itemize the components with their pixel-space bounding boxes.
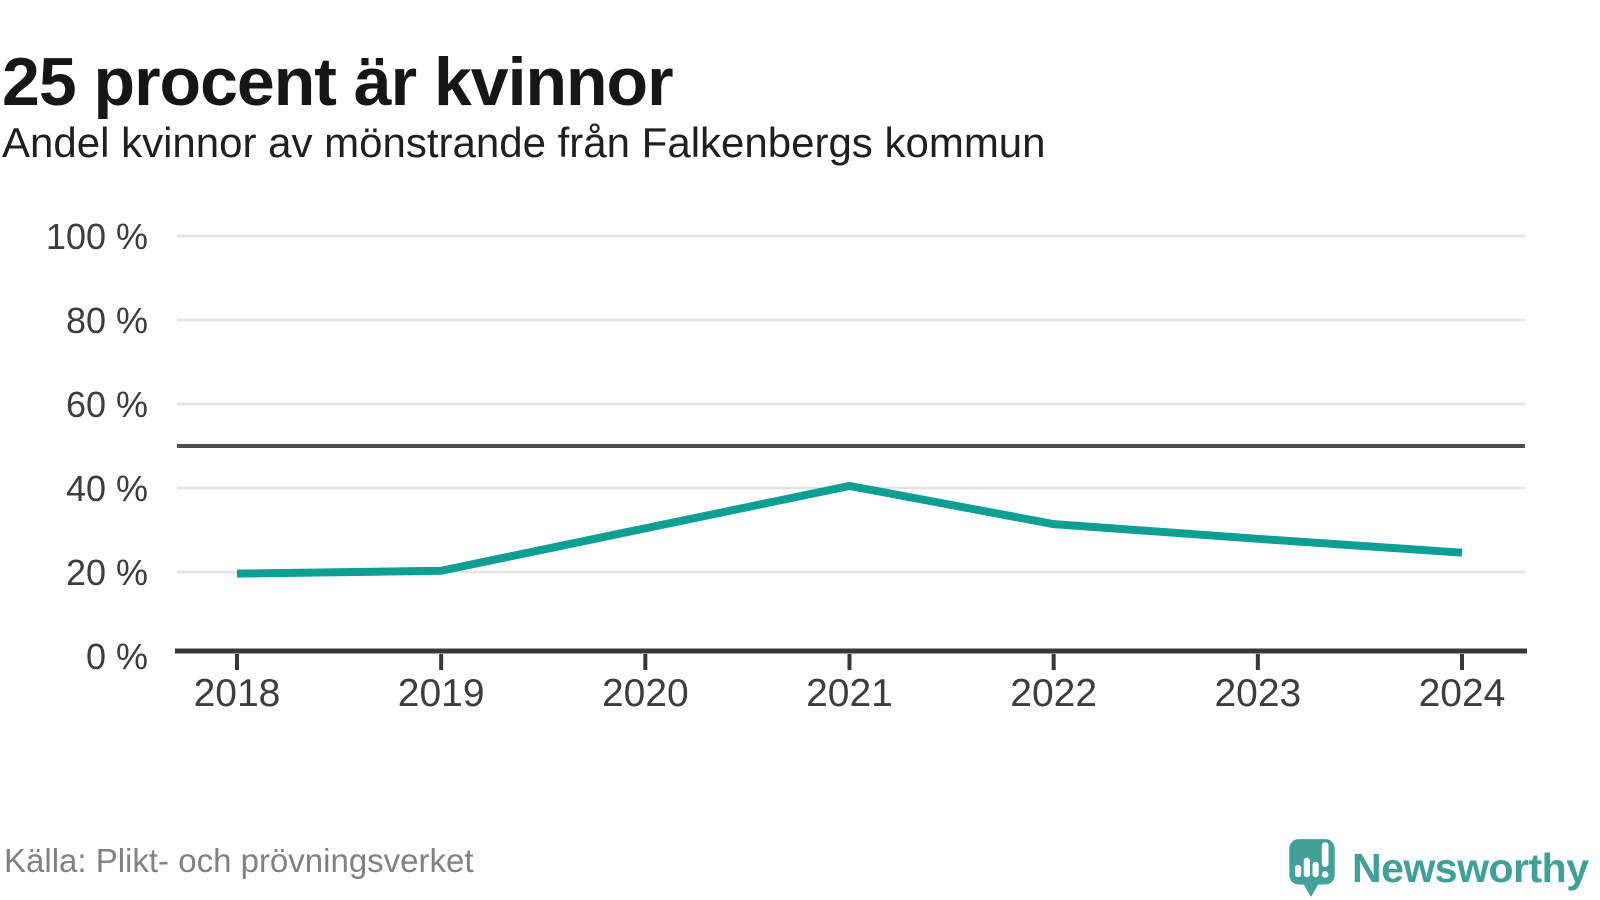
brand-name: Newsworthy (1352, 844, 1589, 891)
x-tick-label-2020: 2020 (602, 672, 689, 715)
x-tick-label-2019: 2019 (398, 672, 485, 715)
bar-tall (1303, 857, 1310, 878)
bar-small (1294, 864, 1302, 878)
x-tick-label-2022: 2022 (1010, 672, 1097, 715)
y-tick-label-60: 60 % (66, 384, 148, 425)
y-tick-label-100: 100 % (46, 216, 148, 257)
y-tick-label-80: 80 % (66, 300, 148, 341)
page-title: 25 procent är kvinnor (2, 43, 674, 120)
exclamation-dot (1321, 871, 1329, 878)
x-tick-label-2023: 2023 (1214, 672, 1301, 715)
newsworthy-logo: Newsworthy (1286, 836, 1598, 900)
chart-subtitle: Andel kvinnor av mönstrande från Falkenb… (2, 119, 1046, 166)
bar-medium (1312, 861, 1319, 878)
x-tick-label-2021: 2021 (806, 672, 893, 715)
source-note: Källa: Plikt- och prövningsverket (4, 842, 474, 879)
y-tick-label-40: 40 % (66, 468, 148, 509)
newsworthy-logo-icon (1289, 839, 1335, 897)
exclamation-stem (1321, 842, 1329, 867)
y-tick-label-0: 0 % (86, 636, 148, 677)
x-tick-label-2024: 2024 (1419, 672, 1506, 715)
x-tick-label-2018: 2018 (194, 672, 281, 715)
data-line-andel-kvinnor (236, 481, 1463, 578)
y-tick-label-20: 20 % (66, 552, 148, 593)
